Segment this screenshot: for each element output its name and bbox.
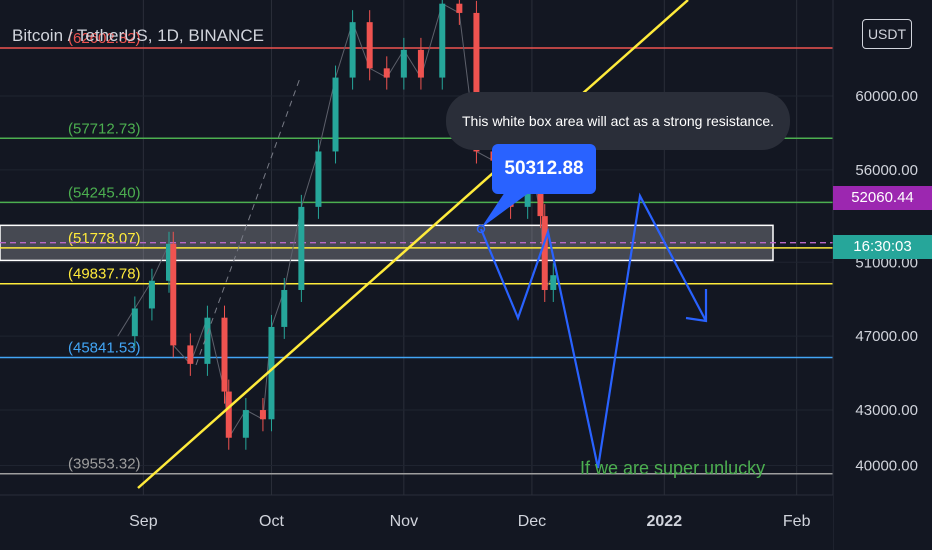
candle-body-13 [298, 206, 305, 290]
candle-body-7 [221, 317, 228, 392]
candle-body-20 [417, 49, 424, 78]
dashed-level-tag: 52060.44 [833, 186, 932, 210]
level-label-4: (49837.78) [68, 266, 141, 283]
trendline-dashed [195, 77, 301, 366]
callout-pointer [481, 192, 530, 228]
price-callout: 50312.88 [492, 144, 596, 194]
horizontal-levels: (62602.82) (57712.73) (54245.40) (51778.07)… [0, 30, 833, 475]
symbol-title: Bitcoin / TetherUS, 1D, BINANCE [12, 26, 264, 45]
candle-body-4 [170, 243, 177, 346]
unlucky-note: If we are super unlucky [580, 458, 766, 478]
level-label-1: (57712.73) [68, 120, 141, 137]
candle-body-28 [541, 216, 548, 290]
candle-body-5 [187, 345, 194, 364]
level-label-2: (54245.40) [68, 184, 141, 201]
level-label-6: (39553.32) [68, 456, 141, 473]
candle-body-21 [439, 3, 446, 78]
candle-body-11 [268, 326, 275, 420]
candle-body-2 [148, 280, 155, 309]
currency-button[interactable]: USDT [862, 19, 912, 49]
drawings [137, 0, 708, 489]
x-tick-label-5: Feb [783, 513, 811, 530]
y-tick-label-1: 43000.00 [855, 402, 918, 419]
candle-body-14 [315, 151, 322, 207]
candle-body-3 [165, 243, 172, 281]
candle-body-15 [332, 77, 339, 152]
callout-anchor [476, 224, 486, 234]
x-axis-panel [0, 495, 833, 550]
candle-body-22 [456, 3, 463, 13]
candle-body-29 [550, 275, 557, 290]
y-tick-label-2: 47000.00 [855, 328, 918, 345]
level-label-5: (45841.53) [68, 340, 141, 357]
resistance-note: This white box area will act as a strong… [446, 92, 790, 150]
candle-body-1 [131, 308, 138, 337]
countdown-tag: 16:30:03 [833, 235, 932, 259]
candle-body-9 [242, 410, 249, 438]
y-tick-label-5: 60000.00 [855, 88, 918, 105]
candle-body-18 [383, 68, 390, 78]
candle-body-12 [281, 289, 288, 327]
x-tick-label-4: 2022 [647, 513, 683, 530]
y-tick-label-0: 40000.00 [855, 457, 918, 474]
level-label-0: (62602.82) [68, 30, 141, 47]
candle-body-8 [225, 391, 232, 438]
trendline-yellow [137, 0, 689, 489]
candle-body-19 [400, 49, 407, 78]
y-axis-panel [833, 0, 932, 550]
x-tick-label-3: Dec [518, 513, 546, 530]
candle-body-6 [204, 317, 211, 364]
candle-body-16 [349, 22, 356, 78]
projection-arrowhead [685, 289, 708, 323]
x-tick-label-1: Oct [259, 513, 284, 530]
y-tick-label-4: 56000.00 [855, 162, 918, 179]
projection-path [479, 192, 707, 469]
candle-body-10 [259, 410, 266, 420]
candle-body-23 [473, 12, 480, 152]
level-label-3: (51778.07) [68, 230, 141, 247]
x-tick-label-0: Sep [129, 513, 158, 530]
candle-body-17 [366, 22, 373, 69]
x-tick-label-2: Nov [390, 513, 418, 530]
